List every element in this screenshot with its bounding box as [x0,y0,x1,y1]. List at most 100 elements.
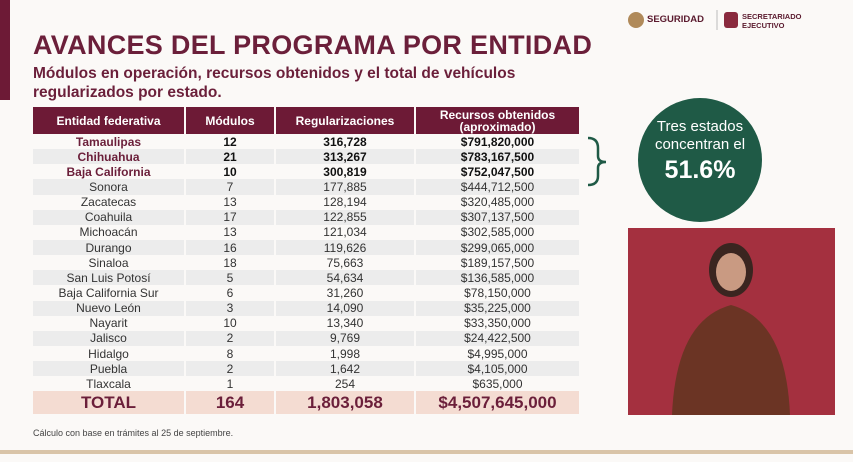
total-row: TOTAL 164 1,803,058 $4,507,645,000 [33,391,581,415]
table-row: Nuevo León 3 14,090 $35,225,000 [33,300,581,316]
table-cell: 300,819 [275,164,416,180]
table-cell: Puebla [33,361,186,377]
table-cell: 254 [275,376,416,392]
table-cell: 16 [185,239,276,256]
table-cell: 2 [185,330,276,346]
table-cell: Michoacán [33,224,186,240]
table-row: Jalisco 2 9,769 $24,422,500 [33,330,581,346]
table-cell: Zacatecas [33,194,186,210]
table-cell: 17 [185,209,276,225]
table-row: Michoacán 13 121,034 $302,585,000 [33,224,581,240]
title: AVANCES DEL PROGRAMA POR ENTIDAD [33,30,593,60]
table-cell: 21 [185,149,276,165]
total-cell: $4,507,645,000 [415,391,581,415]
table-cell: 7 [185,179,276,195]
table-cell: $635,000 [415,376,581,392]
table-cell: $78,150,000 [415,285,581,301]
table-cell: Hidalgo [33,345,186,362]
table-row: Baja California 10 300,819 $752,047,500 [33,164,581,180]
table-cell: $444,712,500 [415,179,581,195]
table-cell: 75,663 [275,255,416,271]
table-cell: 1,998 [275,345,416,362]
callout-value: 51.6% [664,156,736,184]
table-cell: Baja California [33,164,186,180]
table-cell: Durango [33,239,186,256]
table-cell: 121,034 [275,224,416,240]
table-row: San Luis Potosí 5 54,634 $136,585,000 [33,270,581,286]
table-cell: 177,885 [275,179,416,195]
logo-text: SEGURIDAD [647,14,705,25]
table-cell: 313,267 [275,149,416,165]
table-row: Sinaloa 18 75,663 $189,157,500 [33,255,581,271]
table-cell: 1 [185,376,276,392]
table-cell: $307,137,500 [415,209,581,225]
table-cell: 122,855 [275,209,416,225]
table-cell: $320,485,000 [415,194,581,210]
footnote: Cálculo con base en trámites al 25 de se… [33,428,234,438]
column-header: Regularizaciones [275,107,416,134]
table-row: Baja California Sur 6 31,260 $78,150,000 [33,285,581,301]
table-cell: 128,194 [275,194,416,210]
table-cell: Nayarit [33,315,186,331]
total-cell: TOTAL [33,391,186,415]
table-cell: 54,634 [275,270,416,286]
table-cell: 2 [185,361,276,377]
table-cell: Nuevo León [33,300,186,316]
column-header: Módulos [185,107,276,134]
table-cell: $791,820,000 [415,134,581,150]
table-cell: 18 [185,255,276,271]
table-cell: 1,642 [275,361,416,377]
table-cell: $4,105,000 [415,361,581,377]
table-cell: Coahuila [33,209,186,225]
table-cell: Jalisco [33,330,186,346]
table-cell: 6 [185,285,276,301]
table-row: Tlaxcala 1 254 $635,000 [33,376,581,392]
table-cell: 5 [185,270,276,286]
table-cell: 12 [185,134,276,150]
table-cell: $4,995,000 [415,345,581,362]
table-cell: $35,225,000 [415,300,581,316]
callout: Tres estados concentran el 51.6% [638,98,762,222]
table-cell: Baja California Sur [33,285,186,301]
callout-text: Tres estados concentran el [654,118,746,153]
table-cell: 119,626 [275,239,416,256]
table-cell: 316,728 [275,134,416,150]
table-row: Tamaulipas 12 316,728 $791,820,000 [33,134,581,150]
table-cell: $24,422,500 [415,330,581,346]
table-row: Chihuahua 21 313,267 $783,167,500 [33,149,581,165]
table-row: Durango 16 119,626 $299,065,000 [33,239,581,256]
table-cell: 3 [185,300,276,316]
table-cell: $299,065,000 [415,239,581,256]
table-row: Coahuila 17 122,855 $307,137,500 [33,209,581,225]
table-cell: 14,090 [275,300,416,316]
column-header: Entidad federativa [33,107,186,134]
table-row: Puebla 2 1,642 $4,105,000 [33,361,581,377]
table-cell: $752,047,500 [415,164,581,180]
table-cell: 10 [185,164,276,180]
table-cell: $136,585,000 [415,270,581,286]
table-cell: 31,260 [275,285,416,301]
total-cell: 1,803,058 [275,391,416,415]
table-cell: 13 [185,224,276,240]
logo-text: SECRETARIADO EJECUTIVO [742,12,802,30]
table-cell: Tamaulipas [33,134,186,150]
table-cell: $783,167,500 [415,149,581,165]
table-row: Zacatecas 13 128,194 $320,485,000 [33,194,581,210]
table-cell: $189,157,500 [415,255,581,271]
table-row: Nayarit 10 13,340 $33,350,000 [33,315,581,331]
total-cell: 164 [185,391,276,415]
table-cell: 13 [185,194,276,210]
table-cell: $33,350,000 [415,315,581,331]
table-cell: Sonora [33,179,186,195]
table-cell: 13,340 [275,315,416,331]
table-row: Hidalgo 8 1,998 $4,995,000 [33,345,581,362]
table-cell: 8 [185,345,276,362]
table: Entidad federativa Módulos Regularizacione… [33,107,581,415]
table-cell: Sinaloa [33,255,186,271]
table-cell: Chihuahua [33,149,186,165]
subtitle: Módulos en operación, recursos obtenidos… [33,65,516,101]
table-cell: San Luis Potosí [33,270,186,286]
table-cell: $302,585,000 [415,224,581,240]
